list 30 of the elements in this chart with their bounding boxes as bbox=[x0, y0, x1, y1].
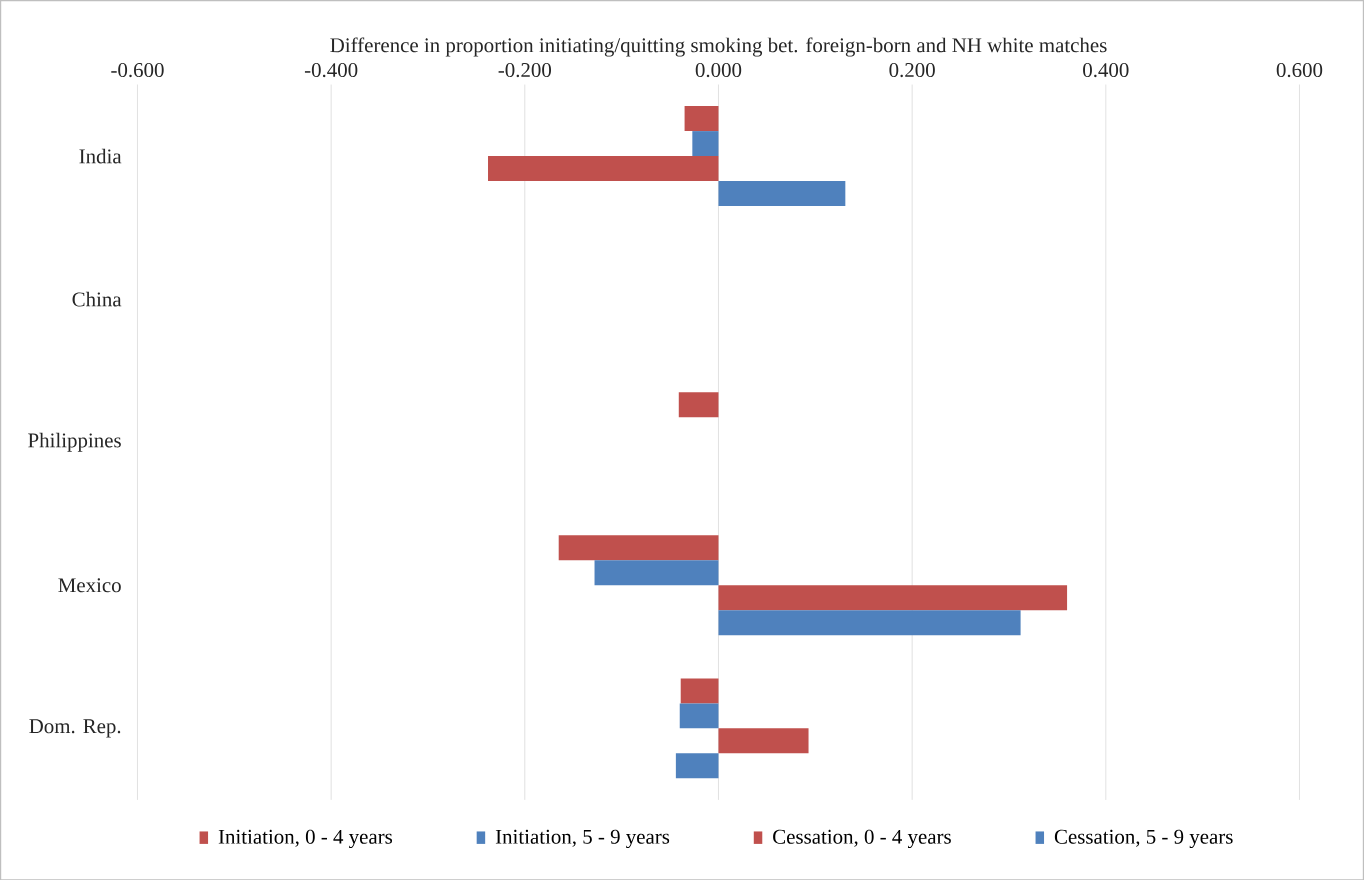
bar bbox=[679, 703, 719, 729]
x-tick-label: 0.600 bbox=[1276, 62, 1323, 77]
x-tick-label: 0.200 bbox=[889, 62, 935, 77]
bar bbox=[718, 585, 1068, 611]
x-tick-label: -0.200 bbox=[498, 62, 552, 77]
y-tick-label: India bbox=[79, 148, 122, 164]
bar bbox=[684, 105, 719, 131]
bar bbox=[718, 180, 846, 206]
bar bbox=[594, 560, 719, 586]
x-axis-title: Difference in proportion initiating/quitting smoking bet. foreign-born and NH white matches bbox=[330, 37, 1107, 57]
bar bbox=[718, 610, 1021, 636]
bar bbox=[680, 678, 719, 704]
legend-label: Initiation, 5 - 9 years bbox=[495, 829, 670, 848]
y-tick-label: Mexico bbox=[58, 578, 121, 593]
y-tick-label: Dom. Rep. bbox=[29, 719, 121, 738]
legend-label: Initiation, 0 - 4 years bbox=[218, 829, 393, 848]
bar bbox=[678, 392, 719, 418]
legend-label: Cessation, 0 - 4 years bbox=[773, 829, 951, 848]
y-tick-label: Philippines bbox=[28, 432, 121, 452]
bar bbox=[692, 130, 719, 156]
bar bbox=[558, 535, 719, 561]
legend-label: Cessation, 5 - 9 years bbox=[1054, 829, 1233, 848]
x-tick-label: -0.600 bbox=[111, 62, 164, 77]
bar bbox=[488, 155, 719, 181]
x-tick-label: 0.000 bbox=[695, 62, 742, 77]
x-tick-label: 0.400 bbox=[1083, 62, 1129, 77]
x-tick-label: -0.400 bbox=[304, 62, 358, 77]
bar bbox=[718, 728, 809, 754]
bar bbox=[675, 753, 719, 779]
y-tick-label: China bbox=[72, 291, 122, 307]
